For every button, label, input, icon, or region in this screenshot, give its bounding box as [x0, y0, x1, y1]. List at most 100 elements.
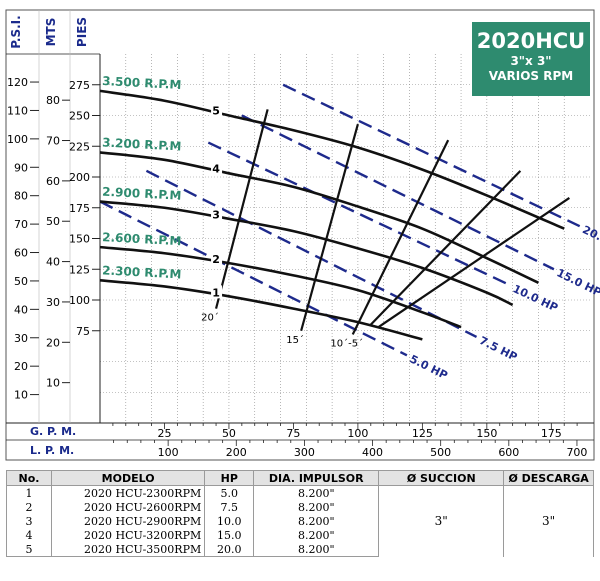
table-row: 3 2020 HCU-2900RPM 10.0 8.200" — [6, 514, 594, 528]
curve-number: 1 — [212, 286, 220, 299]
impeller-lines-group: 20´ 15´ 10´-5´ — [201, 109, 570, 349]
curve-number: 4 — [212, 163, 220, 176]
cell-descarga: 3" — [503, 485, 594, 557]
rpm-curve — [99, 89, 565, 230]
psi-tick-label: 30 — [14, 332, 28, 345]
model-spec-table: No. MODELO HP DIA. IMPULSOR Ø SUCCION Ø … — [6, 470, 594, 557]
header-no: No. — [6, 470, 52, 486]
pies-tick-label: 250 — [69, 110, 90, 123]
pump-curve-chart: P.S.I. MTS PIES751001251501752002252502751… — [5, 9, 600, 461]
cell-dia: 8.200" — [253, 485, 380, 500]
hp-line — [282, 83, 581, 228]
curve-number: 3 — [212, 209, 220, 222]
lpm-tick-label: 500 — [430, 446, 451, 459]
cell-modelo: 2020 HCU-2600RPM — [50, 500, 206, 514]
curve-number: 2 — [212, 253, 220, 266]
mts-tick-label: 40 — [46, 256, 60, 269]
pies-tick-label: 225 — [69, 140, 90, 153]
cell-modelo: 2020 HCU-2300RPM — [50, 485, 206, 500]
cell-dia: 8.200" — [253, 542, 380, 557]
psi-tick-label: 80 — [14, 190, 28, 203]
chart-frame — [5, 9, 595, 461]
hp-line — [241, 114, 555, 271]
mts-tick-label: 70 — [46, 135, 60, 148]
cell-hp: 20.0 — [204, 542, 255, 557]
psi-axis-title: P.S.I. — [9, 15, 23, 48]
cell-no: 5 — [6, 542, 52, 557]
lpm-tick-label: 700 — [566, 446, 587, 459]
chart-title: 2020HCU — [476, 29, 586, 53]
table-row: 1 2020 HCU-2300RPM 5.0 8.200" 3" 3" — [6, 485, 594, 557]
cell-modelo: 2020 HCU-3500RPM — [50, 542, 206, 557]
psi-tick-label: 110 — [7, 104, 28, 117]
impeller-line — [300, 123, 359, 332]
table-row: 4 2020 HCU-3200RPM 15.0 8.200" — [6, 528, 594, 542]
curve-number: 5 — [212, 105, 220, 118]
mts-tick-label: 30 — [46, 296, 60, 309]
psi-tick-label: 50 — [14, 275, 28, 288]
lpm-tick-label: 300 — [294, 446, 315, 459]
mts-axis-title: MTS — [44, 18, 58, 47]
hp-line-label: 10.0 HP — [511, 282, 560, 314]
impeller-line — [377, 196, 570, 328]
table-row: 2 2020 HCU-2600RPM 7.5 8.200" — [6, 500, 594, 514]
cell-hp: 15.0 — [204, 528, 255, 542]
gpm-tick-label: 25 — [157, 427, 171, 440]
rpm-curve — [99, 151, 539, 284]
header-hp: HP — [204, 470, 255, 486]
lpm-tick-label: 100 — [158, 446, 179, 459]
chart-subtitle-size: 3"x 3" — [510, 54, 552, 68]
rpm-curve-label: 3.200 R.P.M — [102, 135, 182, 153]
psi-tick-label: 20 — [14, 360, 28, 373]
lpm-tick-label: 600 — [498, 446, 519, 459]
gpm-tick-label: 150 — [476, 427, 497, 440]
gpm-axis-title: G. P. M. — [30, 425, 76, 438]
pies-tick-label: 175 — [69, 202, 90, 215]
hp-line — [207, 141, 511, 287]
mts-tick-label: 60 — [46, 175, 60, 188]
cell-hp: 5.0 — [204, 485, 255, 500]
cell-no: 2 — [6, 500, 52, 514]
curve-number-bg — [211, 207, 223, 221]
cell-modelo: 2020 HCU-2900RPM — [50, 514, 206, 528]
mts-tick-label: 20 — [46, 336, 60, 349]
pies-tick-label: 125 — [69, 263, 90, 276]
pies-tick-label: 275 — [69, 79, 90, 92]
pies-tick-label: 200 — [69, 171, 90, 184]
psi-tick-label: 90 — [14, 161, 28, 174]
cell-dia: 8.200" — [253, 528, 380, 542]
cell-dia: 8.200" — [253, 514, 380, 528]
impeller-line-label: 15´ — [286, 334, 304, 346]
axes-group: P.S.I. MTS PIES751001251501752002252502751… — [5, 9, 595, 461]
psi-tick-label: 70 — [14, 218, 28, 231]
header-succion: Ø SUCCION — [378, 470, 505, 486]
cell-dia: 8.200" — [253, 500, 380, 514]
gpm-tick-label: 75 — [286, 427, 300, 440]
pies-tick-label: 150 — [69, 233, 90, 246]
rpm-curve-label: 2.900 R.P.M — [102, 185, 182, 203]
labels-group: 3.500 R.P.M 5 3.200 R.P.M 4 2.900 R.P.M 3 2.60… — [102, 74, 223, 299]
table-header-row: No. MODELO HP DIA. IMPULSOR Ø SUCCION Ø … — [6, 470, 594, 486]
rpm-curve — [99, 279, 423, 341]
rpm-curve — [99, 245, 462, 329]
curve-number-bg — [211, 161, 223, 175]
gpm-tick-label: 175 — [541, 427, 562, 440]
cell-no: 4 — [6, 528, 52, 542]
cell-hp: 10.0 — [204, 514, 255, 528]
header-dia: DIA. IMPULSOR — [253, 470, 380, 486]
lpm-tick-label: 200 — [226, 446, 247, 459]
hp-line-label: 15.0 HP — [555, 266, 600, 299]
pies-axis-title: PIES — [75, 17, 89, 47]
cell-modelo: 2020 HCU-3200RPM — [50, 528, 206, 542]
hp-line-label: 5.0 HP — [408, 352, 450, 382]
mts-tick-label: 10 — [46, 377, 60, 390]
rpm-curve — [99, 200, 514, 307]
pies-tick-label: 100 — [69, 294, 90, 307]
cell-succion: 3" — [378, 485, 505, 557]
mts-tick-label: 80 — [46, 94, 60, 107]
title-box: 2020HCU 3"x 3" VARIOS RPM — [472, 22, 590, 96]
psi-tick-label: 120 — [7, 76, 28, 89]
cell-no: 3 — [6, 514, 52, 528]
hp-line-label: 20.0 HP — [580, 223, 600, 256]
lpm-tick-label: 400 — [362, 446, 383, 459]
